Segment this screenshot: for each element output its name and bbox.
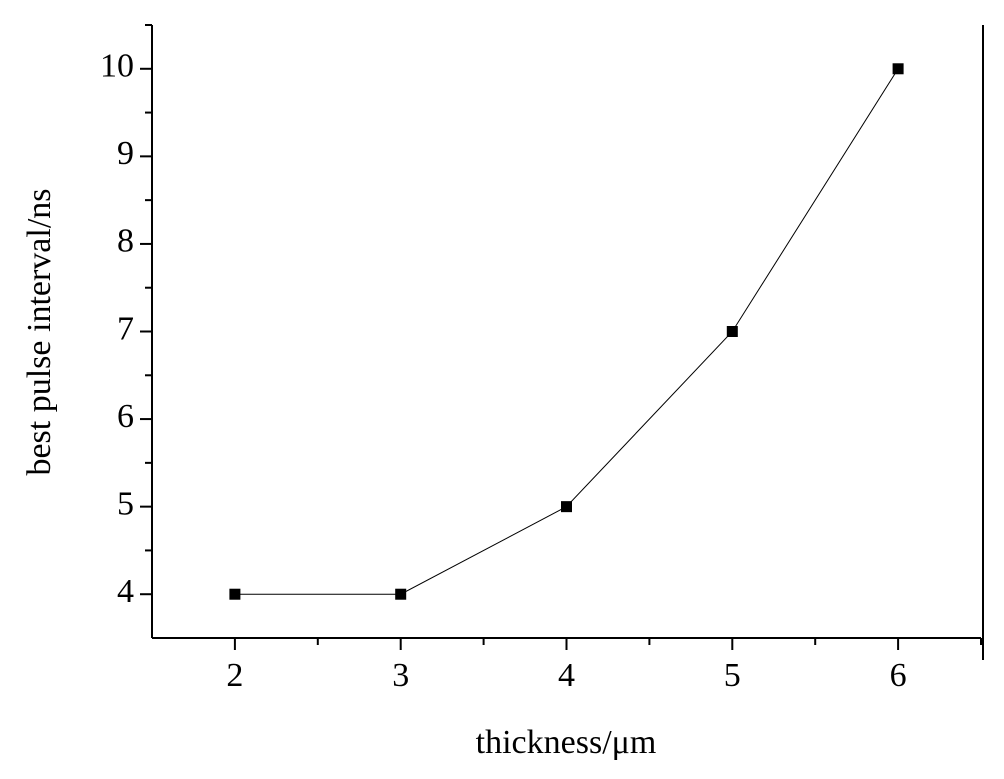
x-axis-label: thickness/μm <box>476 724 657 761</box>
y-tick-label: 8 <box>117 223 134 260</box>
x-tick-label: 5 <box>724 657 741 694</box>
data-line <box>234 68 899 595</box>
x-tick-label: 4 <box>558 657 575 694</box>
data-marker <box>726 326 738 337</box>
y-tick-label: 9 <box>117 135 134 172</box>
y-tick-label: 6 <box>117 398 134 435</box>
y-tick-label: 5 <box>117 485 134 522</box>
y-tick-label: 7 <box>117 310 134 347</box>
data-marker <box>395 588 407 600</box>
data-marker <box>561 501 572 513</box>
x-tick-label: 3 <box>392 657 409 694</box>
x-tick-label: 2 <box>226 657 243 694</box>
y-tick-label: 10 <box>100 48 134 85</box>
data-marker <box>229 588 241 600</box>
x-tick-label: 6 <box>890 657 907 694</box>
y-tick-label: 4 <box>117 573 134 610</box>
y-axis-label: best pulse interval/ns <box>21 188 58 475</box>
data-marker <box>892 63 904 75</box>
